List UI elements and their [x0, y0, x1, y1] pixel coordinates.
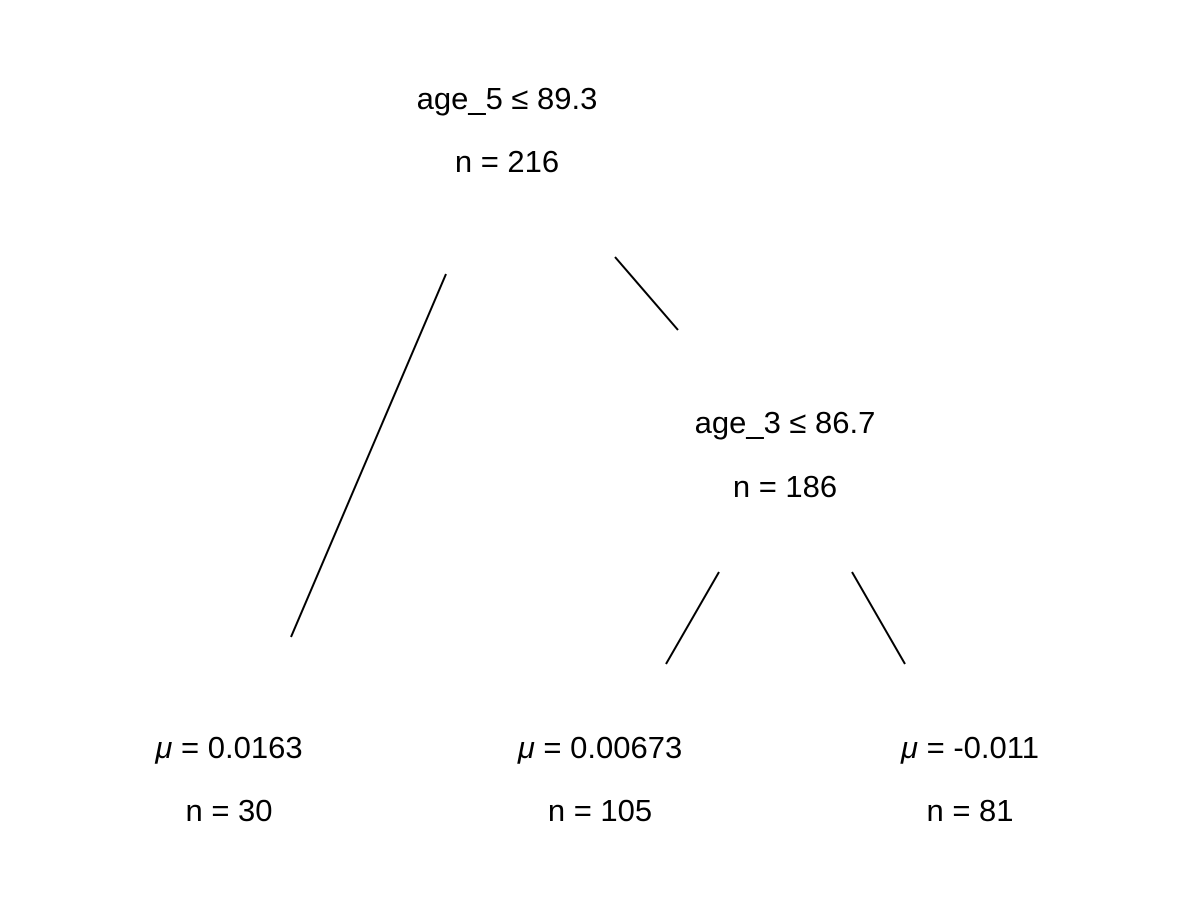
edge-inner-to-leaf-3: [851, 571, 906, 665]
leaf-3-count-label: n = 81: [926, 793, 1014, 828]
inner-split-label: age_3 ≤ 86.7: [694, 405, 876, 440]
mu-symbol: μ: [901, 730, 919, 765]
leaf-3-mean-label: μ = -0.011: [901, 730, 1039, 766]
leaf-2-mean-label: μ = 0.00673: [518, 730, 682, 766]
leaf-1-mean-label: μ = 0.0163: [155, 730, 302, 766]
leaf-1-count-label: n = 30: [185, 793, 273, 828]
leaf-1-mean-value: = 0.0163: [172, 730, 303, 765]
edge-root-to-inner: [614, 256, 679, 331]
root-count-label: n = 216: [454, 144, 560, 179]
leaf-2-count-label: n = 105: [547, 793, 653, 828]
mu-symbol: μ: [517, 730, 535, 765]
inner-count-label: n = 186: [732, 469, 838, 504]
leaf-3-mean-value: = -0.011: [918, 730, 1039, 765]
edge-root-to-leaf-1: [290, 273, 447, 638]
mu-symbol: μ: [155, 730, 173, 765]
root-split-label: age_5 ≤ 89.3: [416, 81, 598, 116]
edge-inner-to-leaf-2: [665, 571, 720, 665]
leaf-2-mean-value: = 0.00673: [534, 730, 683, 765]
